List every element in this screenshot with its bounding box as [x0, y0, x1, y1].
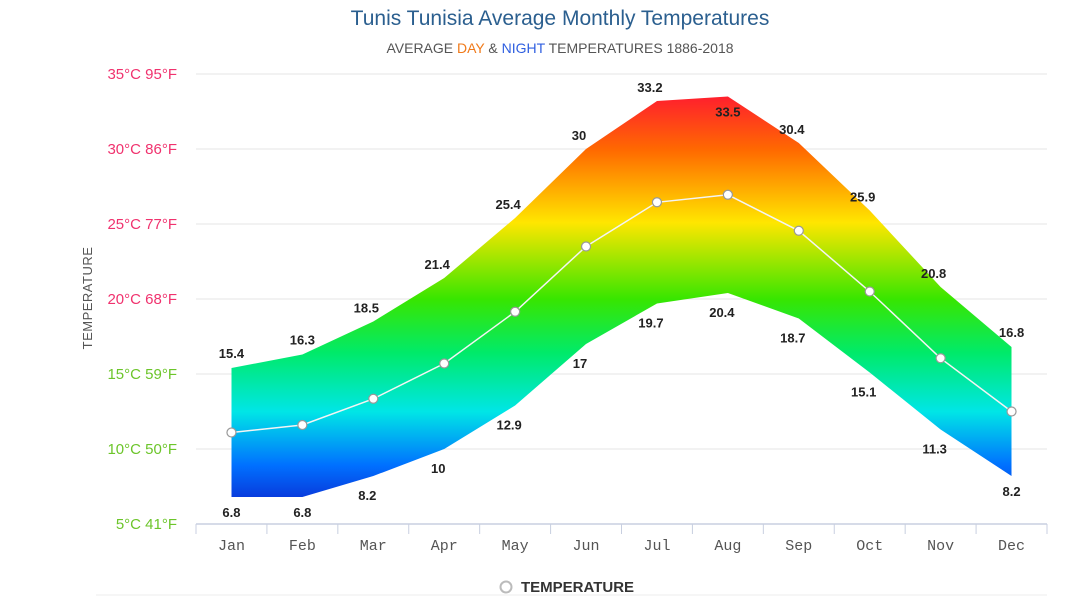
y-tick-label: 15°C 59°F: [107, 366, 177, 383]
day-value-label: 21.4: [425, 257, 451, 272]
x-tick-label: Feb: [289, 538, 316, 555]
day-value-label: 16.8: [999, 325, 1024, 340]
y-tick-label: 35°C 95°F: [107, 66, 177, 83]
day-value-label: 15.4: [219, 346, 245, 361]
x-tick-label: Aug: [714, 538, 741, 555]
night-value-label: 17: [573, 356, 587, 371]
temperature-point[interactable]: [935, 353, 946, 364]
subtitle-amp: &: [488, 40, 501, 56]
night-value-label: 8.2: [358, 488, 376, 503]
night-value-label: 6.8: [293, 505, 311, 520]
legend-label: TEMPERATURE: [521, 579, 634, 596]
temperature-point[interactable]: [722, 189, 733, 200]
day-value-label: 33.5: [715, 105, 740, 120]
chart-subtitle: AVERAGE DAY & NIGHT TEMPERATURES 1886-20…: [386, 40, 733, 56]
day-value-label: 25.9: [850, 190, 875, 205]
temperature-point[interactable]: [368, 393, 379, 404]
day-value-label: 30: [572, 128, 586, 143]
night-value-label: 19.7: [638, 316, 663, 331]
night-value-label: 18.7: [780, 331, 805, 346]
night-value-label: 10: [431, 461, 445, 476]
day-value-label: 16.3: [290, 333, 315, 348]
day-value-label: 25.4: [495, 197, 521, 212]
y-tick-label: 30°C 86°F: [107, 141, 177, 158]
night-value-label: 20.4: [709, 305, 735, 320]
subtitle-suffix: TEMPERATURES 1886-2018: [549, 40, 734, 56]
y-tick-label: 20°C 68°F: [107, 291, 177, 308]
day-value-label: 18.5: [354, 301, 379, 316]
x-tick-label: Dec: [998, 538, 1025, 555]
temperature-point[interactable]: [297, 419, 308, 431]
subtitle-night: NIGHT: [502, 40, 546, 56]
x-tick-label: Jan: [218, 538, 245, 555]
night-value-label: 15.1: [851, 385, 876, 400]
night-value-label: 8.2: [1003, 484, 1021, 499]
temperature-point[interactable]: [1006, 406, 1017, 417]
day-night-range: [231, 96, 1012, 497]
chart-title: Tunis Tunisia Average Monthly Temperatur…: [351, 7, 770, 30]
temperature-line: [231, 194, 1012, 434]
legend-marker-icon: [499, 580, 513, 594]
data-labels: 15.4 16.3 18.5 21.4 25.4 30 33.2 33.5 30.4 25.9 20…: [219, 80, 1024, 520]
x-tick-label: Mar: [360, 538, 387, 555]
temperature-point[interactable]: [793, 225, 804, 236]
subtitle-prefix: AVERAGE: [386, 40, 457, 56]
night-value-label: 12.9: [496, 418, 521, 433]
mean-temperature-line: [226, 189, 1017, 438]
x-axis: Jan Feb Mar Apr May Jun Jul Aug Sep Oct Nov Dec: [195, 523, 1048, 555]
night-value-label: 11.3: [922, 442, 947, 457]
temperature-range-area: [231, 96, 1012, 497]
temperature-point[interactable]: [226, 427, 237, 438]
y-axis-title: TEMPERATURE: [80, 247, 95, 350]
night-value-label: 6.8: [222, 505, 240, 520]
x-tick-label: Apr: [431, 538, 458, 555]
y-tick-label: 10°C 50°F: [107, 441, 177, 458]
day-value-label: 30.4: [779, 122, 805, 137]
x-tick-label: Oct: [856, 538, 883, 555]
temperature-point[interactable]: [580, 241, 592, 252]
x-tick-label: May: [502, 538, 529, 555]
x-tick-label: Jul: [643, 538, 670, 555]
temperature-point[interactable]: [651, 197, 663, 208]
x-tick-label: Jun: [573, 538, 600, 555]
y-tick-label: 5°C 41°F: [116, 516, 177, 533]
x-tick-label: Nov: [927, 538, 954, 555]
day-value-label: 20.8: [921, 266, 946, 281]
x-tick-label: Sep: [785, 538, 812, 555]
temperature-point[interactable]: [510, 306, 521, 317]
subtitle-day: DAY: [457, 40, 485, 56]
temperature-point[interactable]: [864, 286, 875, 297]
day-value-label: 33.2: [637, 80, 662, 95]
temperature-point[interactable]: [439, 358, 450, 369]
y-tick-label: 25°C 77°F: [107, 216, 177, 233]
y-axis-labels: 35°C 95°F 30°C 86°F 25°C 77°F 20°C 68°F 15°C…: [107, 66, 177, 533]
legend[interactable]: TEMPERATURE: [499, 579, 635, 596]
